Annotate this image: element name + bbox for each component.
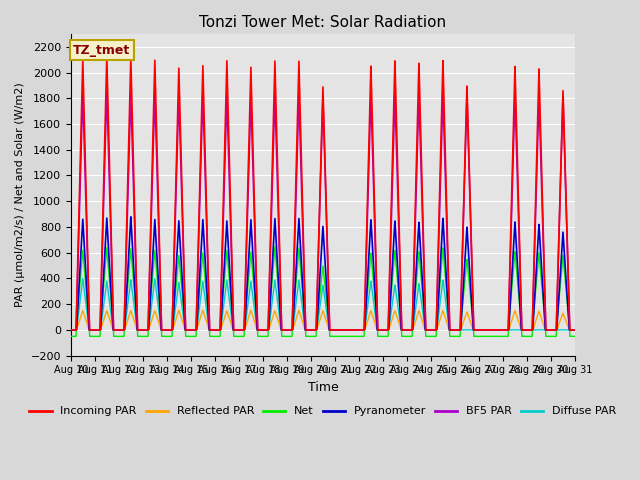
Y-axis label: PAR (μmol/m2/s) / Net and Solar (W/m2): PAR (μmol/m2/s) / Net and Solar (W/m2) [15, 83, 25, 307]
X-axis label: Time: Time [307, 381, 339, 394]
Text: TZ_tmet: TZ_tmet [74, 44, 131, 57]
Title: Tonzi Tower Met: Solar Radiation: Tonzi Tower Met: Solar Radiation [199, 15, 447, 30]
Legend: Incoming PAR, Reflected PAR, Net, Pyranometer, BF5 PAR, Diffuse PAR: Incoming PAR, Reflected PAR, Net, Pyrano… [25, 402, 621, 421]
